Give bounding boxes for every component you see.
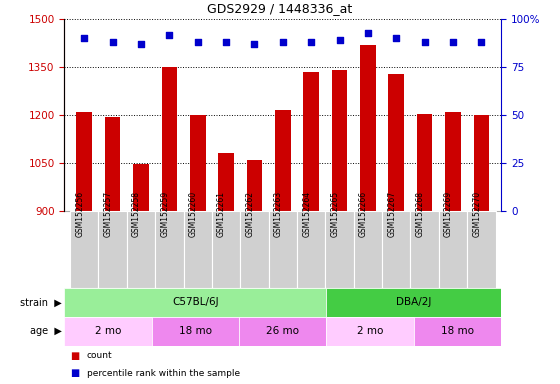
Bar <box>304 72 319 211</box>
Point <box>108 39 117 45</box>
Text: GSM152270: GSM152270 <box>472 190 482 237</box>
Text: GSM152259: GSM152259 <box>160 190 169 237</box>
Bar <box>439 211 467 288</box>
Text: GSM152256: GSM152256 <box>75 190 84 237</box>
Bar <box>269 211 297 288</box>
Bar <box>325 211 354 288</box>
Text: DBA/2J: DBA/2J <box>396 297 432 308</box>
Point <box>137 41 146 47</box>
Bar <box>161 67 177 211</box>
Point <box>165 31 174 38</box>
Bar <box>275 111 291 211</box>
Bar <box>360 45 376 211</box>
Bar <box>240 211 269 288</box>
Bar <box>239 317 326 346</box>
Text: 2 mo: 2 mo <box>95 326 122 336</box>
Bar <box>445 112 461 211</box>
Text: strain  ▶: strain ▶ <box>20 297 62 308</box>
Point <box>307 39 316 45</box>
Bar <box>64 288 326 317</box>
Text: count: count <box>87 351 113 361</box>
Text: GSM152258: GSM152258 <box>132 190 141 237</box>
Text: GSM152260: GSM152260 <box>189 190 198 237</box>
Bar <box>382 211 410 288</box>
Text: GDS2929 / 1448336_at: GDS2929 / 1448336_at <box>207 2 353 15</box>
Bar <box>70 211 99 288</box>
Bar <box>77 112 92 211</box>
Bar <box>127 211 155 288</box>
Bar <box>99 211 127 288</box>
Text: 18 mo: 18 mo <box>179 326 212 336</box>
Text: GSM152263: GSM152263 <box>274 190 283 237</box>
Bar <box>218 153 234 211</box>
Bar <box>105 117 120 211</box>
Point <box>80 35 88 41</box>
Point <box>250 41 259 47</box>
Bar <box>354 211 382 288</box>
Point <box>449 39 458 45</box>
Bar <box>474 115 489 211</box>
Point <box>278 39 287 45</box>
Text: 26 mo: 26 mo <box>267 326 299 336</box>
Point <box>392 35 401 41</box>
Bar <box>190 115 206 211</box>
Text: GSM152266: GSM152266 <box>359 190 368 237</box>
Bar <box>155 211 184 288</box>
Point <box>477 39 486 45</box>
Text: GSM152262: GSM152262 <box>245 190 254 237</box>
Point <box>363 30 372 36</box>
Text: GSM152265: GSM152265 <box>330 190 339 237</box>
Bar <box>184 211 212 288</box>
Text: GSM152269: GSM152269 <box>444 190 453 237</box>
Text: GSM152264: GSM152264 <box>302 190 311 237</box>
Bar <box>467 211 496 288</box>
Point <box>420 39 429 45</box>
Bar <box>133 164 149 211</box>
Point <box>335 37 344 43</box>
Bar <box>64 317 152 346</box>
Bar <box>246 160 262 211</box>
Point <box>222 39 231 45</box>
Bar <box>410 211 439 288</box>
Bar <box>326 317 414 346</box>
Bar <box>417 114 432 211</box>
Text: 2 mo: 2 mo <box>357 326 384 336</box>
Bar <box>212 211 240 288</box>
Bar <box>297 211 325 288</box>
Bar <box>152 317 239 346</box>
Point <box>193 39 202 45</box>
Bar <box>389 74 404 211</box>
Text: C57BL/6J: C57BL/6J <box>172 297 219 308</box>
Text: GSM152268: GSM152268 <box>416 190 424 237</box>
Bar <box>414 317 501 346</box>
Text: GSM152257: GSM152257 <box>104 190 113 237</box>
Bar <box>332 70 347 211</box>
Bar <box>326 288 501 317</box>
Text: 18 mo: 18 mo <box>441 326 474 336</box>
Text: age  ▶: age ▶ <box>30 326 62 336</box>
Text: percentile rank within the sample: percentile rank within the sample <box>87 369 240 378</box>
Text: GSM152267: GSM152267 <box>388 190 396 237</box>
Text: GSM152261: GSM152261 <box>217 190 226 237</box>
Text: ■: ■ <box>70 368 80 378</box>
Text: ■: ■ <box>70 351 80 361</box>
